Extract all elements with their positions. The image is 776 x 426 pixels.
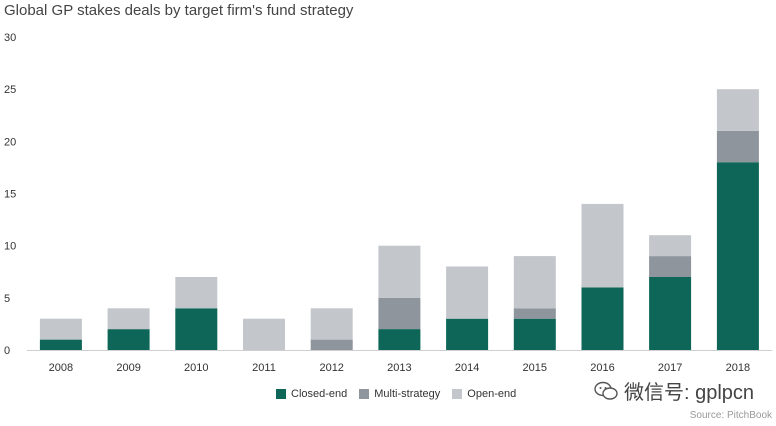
bar-segment-open-end-2014 <box>446 266 489 319</box>
y-tick-label: 0 <box>4 345 10 357</box>
legend-swatch-closed-end <box>276 389 286 399</box>
x-tick-label: 2008 <box>49 362 73 374</box>
bar-segment-multi-strategy-2012 <box>310 339 353 350</box>
x-tick-label: 2012 <box>319 362 343 374</box>
y-tick-label: 30 <box>4 32 16 44</box>
bar-segment-open-end-2010 <box>175 277 218 309</box>
x-tick-label: 2015 <box>523 362 547 374</box>
bar-segment-open-end-2018 <box>716 89 759 131</box>
bar-segment-open-end-2009 <box>107 308 150 330</box>
y-axis: 0 5 10 15 20 25 30 <box>4 32 16 357</box>
legend-swatch-multi-strategy <box>359 389 370 399</box>
bar-segment-closed-end-2014 <box>446 318 489 350</box>
legend-label-multi-strategy: Multi-strategy <box>374 388 441 400</box>
legend-label-closed-end: Closed-end <box>291 388 348 400</box>
stacked-bar-chart: 0 5 10 15 20 25 30 2008 2009 2010 2011 2012 2013 201… <box>4 32 772 374</box>
x-tick-label: 2009 <box>116 362 140 374</box>
bar-segment-closed-end-2009 <box>107 329 150 350</box>
wechat-watermark: 微信号: gplpcn <box>594 376 754 405</box>
legend-item-closed-end: Closed-end <box>276 388 347 400</box>
bar-segment-open-end-2017 <box>649 235 692 257</box>
wechat-icon <box>594 381 618 400</box>
bar-segment-multi-strategy-2015 <box>513 308 556 319</box>
x-tick-label: 2016 <box>590 362 614 374</box>
x-tick-label: 2017 <box>658 362 682 374</box>
y-tick-label: 15 <box>4 189 16 201</box>
bar-segment-closed-end-2015 <box>513 318 556 350</box>
x-tick-label: 2014 <box>455 362 479 374</box>
bar-segment-closed-end-2017 <box>649 277 692 350</box>
legend-item-open-end: Open-end <box>452 388 516 400</box>
bar-segment-closed-end-2013 <box>378 329 421 350</box>
x-tick-label: 2011 <box>252 362 276 374</box>
bar-segment-closed-end-2018 <box>716 162 759 350</box>
y-tick-label: 5 <box>4 293 10 305</box>
bar-segment-open-end-2008 <box>39 318 82 340</box>
watermark-text: 微信号: gplpcn <box>624 382 755 404</box>
x-axis: 2008 2009 2010 2011 2012 2013 2014 2015 2016 2017… <box>49 362 750 374</box>
bar-segment-open-end-2013 <box>378 245 421 298</box>
source-note: Source: PitchBook <box>689 410 772 421</box>
x-tick-label: 2018 <box>726 362 750 374</box>
bar-segment-closed-end-2010 <box>175 308 218 350</box>
bar-segment-multi-strategy-2013 <box>378 297 421 330</box>
bar-segment-open-end-2016 <box>581 203 624 288</box>
y-tick-label: 25 <box>4 84 16 96</box>
legend-label-open-end: Open-end <box>467 388 517 400</box>
legend-item-multi-strategy: Multi-strategy <box>359 388 440 400</box>
bar-segment-multi-strategy-2018 <box>716 130 759 163</box>
y-tick-label: 20 <box>4 136 16 148</box>
chart-title: Global GP stakes deals by target firm's … <box>4 2 354 19</box>
bar-segment-open-end-2012 <box>310 308 353 340</box>
bars <box>39 89 759 350</box>
bar-segment-multi-strategy-2017 <box>649 256 692 277</box>
legend-swatch-open-end <box>452 389 463 399</box>
bar-segment-closed-end-2008 <box>39 339 82 350</box>
x-tick-label: 2013 <box>387 362 411 374</box>
bar-segment-open-end-2015 <box>513 256 556 309</box>
bar-segment-closed-end-2016 <box>581 287 624 350</box>
legend: Closed-end Multi-strategy Open-end <box>0 388 776 406</box>
bar-segment-open-end-2011 <box>243 318 285 350</box>
y-tick-label: 10 <box>4 241 16 253</box>
x-tick-label: 2010 <box>184 362 208 374</box>
